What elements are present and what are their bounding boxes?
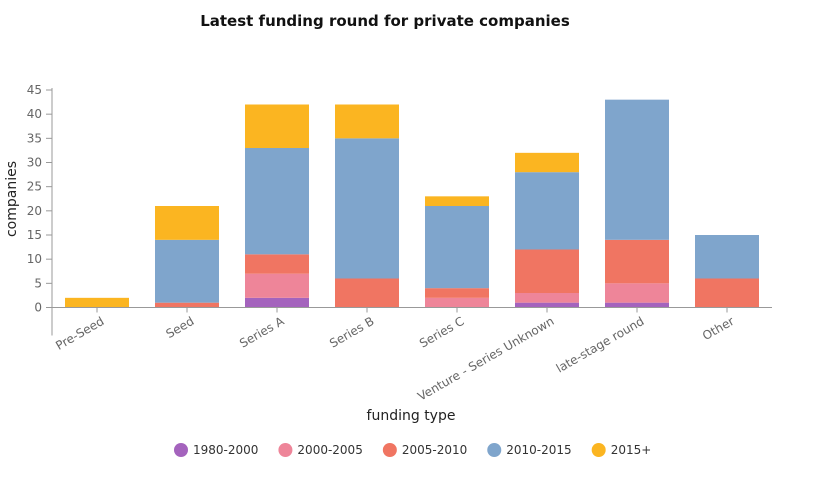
legend: 1980-2000 2000-2005 2005-2010 2010-2015 2015…: [174, 443, 651, 457]
y-tick-label: 10: [27, 252, 42, 266]
x-axis-title: funding type: [367, 408, 456, 424]
bar-segment: [245, 148, 309, 255]
bar-segment: [155, 239, 219, 303]
x-tick-label: Pre-Seed: [53, 314, 106, 353]
bar-segment: [155, 206, 219, 240]
bar-segment: [695, 278, 759, 308]
x-tick-label: Series A: [237, 314, 287, 351]
bar-segment: [605, 283, 669, 303]
bar-segment: [155, 302, 219, 308]
legend-item[interactable]: 2000-2005: [278, 443, 363, 457]
bar-segment: [695, 235, 759, 279]
bar-segment: [335, 138, 399, 279]
bar-segment: [515, 293, 579, 303]
bar-segment: [335, 278, 399, 308]
y-tick-label: 0: [34, 301, 42, 315]
legend-item[interactable]: 2015+: [591, 443, 652, 457]
x-tick-label: Other: [700, 314, 737, 343]
legend-swatch: [591, 443, 606, 457]
bar-segment: [515, 172, 579, 250]
y-tick-label: 30: [27, 156, 42, 170]
legend-item[interactable]: 2005-2010: [382, 443, 467, 457]
x-tick-label: Series B: [327, 314, 376, 351]
bar-segment: [335, 104, 399, 139]
y-tick-label: 15: [27, 228, 42, 242]
x-axis: Pre-Seed Seed Series A Series B Series CVent…: [52, 307, 772, 404]
bar-segment: [425, 288, 489, 298]
legend-label: 2005-2010: [402, 443, 467, 457]
x-tick-label: Seed: [164, 314, 197, 341]
bar-segment: [425, 196, 489, 206]
bar-segment: [515, 152, 579, 173]
legend-swatch: [487, 443, 502, 457]
legend-label: 2000-2005: [297, 443, 362, 457]
bar-segment: [605, 99, 669, 240]
bar-segment: [605, 239, 669, 284]
bar-segment: [245, 254, 309, 274]
legend-label: 2010-2015: [506, 443, 571, 457]
legend-label: 2015+: [611, 443, 652, 457]
legend-swatch: [174, 443, 188, 457]
bar-segment: [425, 206, 489, 289]
y-axis: 0 5 10 15 20 25 30 35 40 45: [27, 83, 53, 336]
legend-swatch: [382, 443, 397, 457]
y-tick-label: 5: [34, 276, 42, 290]
legend-swatch: [278, 443, 293, 457]
bar-segment: [605, 302, 669, 308]
x-tick-label: Series C: [417, 314, 467, 351]
legend-label: 1980-2000: [193, 443, 258, 457]
y-tick-label: 20: [27, 204, 42, 218]
y-axis-title: companies: [4, 161, 20, 237]
bar-segment: [245, 273, 309, 298]
y-tick-label: 25: [27, 180, 42, 194]
y-tick-label: 35: [27, 131, 42, 145]
bars: [65, 99, 759, 308]
bar-segment: [65, 297, 129, 308]
bar-segment: [425, 297, 489, 308]
bar-segment: [245, 104, 309, 148]
legend-item[interactable]: 1980-2000: [174, 443, 258, 457]
bar-segment: [515, 249, 579, 293]
bar-segment: [515, 302, 579, 308]
chart-title: Latest funding round for private compani…: [200, 12, 570, 30]
legend-item[interactable]: 2010-2015: [487, 443, 572, 457]
y-tick-label: 45: [27, 83, 42, 97]
y-tick-label: 40: [27, 107, 42, 121]
x-tick-label: late-stage round: [554, 314, 647, 376]
bar-segment: [245, 297, 309, 308]
